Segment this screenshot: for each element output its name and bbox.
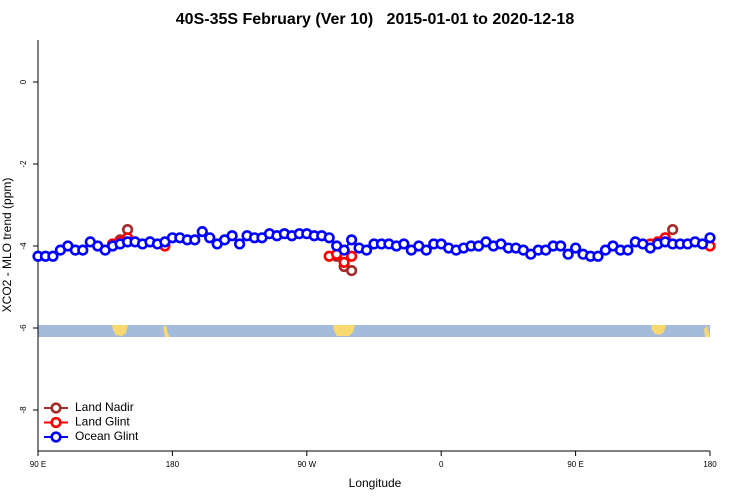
data-point (234, 238, 246, 250)
data-point (704, 232, 716, 244)
x-tick-label: 0 (439, 460, 444, 469)
data-point (360, 244, 373, 256)
data-point (196, 226, 208, 238)
data-point (204, 232, 216, 244)
legend-marker (50, 402, 62, 414)
data-point (398, 238, 410, 250)
y-tick-label: 0 (19, 79, 28, 84)
legend-label: Land Glint (75, 415, 130, 429)
data-point (346, 250, 358, 262)
data-point (338, 256, 350, 269)
chart-title: 40S-35S February (Ver 10) 2015-01-01 to … (176, 11, 575, 28)
legend-marker (50, 416, 62, 429)
data-point (323, 232, 335, 244)
data-point (338, 244, 350, 256)
y-axis-label: XCO2 - MLO trend (ppm) (0, 178, 14, 313)
data-point (667, 224, 679, 236)
data-point (555, 240, 567, 252)
y-tick-label: -6 (19, 324, 28, 332)
data-point (420, 244, 432, 256)
data-point (346, 234, 358, 246)
data-point (77, 244, 89, 256)
data-point (569, 242, 582, 254)
y-tick-label: -4 (19, 242, 28, 250)
data-point (226, 230, 238, 242)
data-point (562, 248, 574, 260)
x-axis-label: Longitude (349, 476, 402, 490)
data-point (696, 238, 709, 250)
x-tick-label: 180 (166, 460, 180, 469)
x-tick-label: 90 W (297, 460, 316, 469)
x-tick-label: 90 E (30, 460, 46, 469)
data-point (346, 265, 358, 277)
land-strip (38, 325, 710, 337)
y-tick-label: -8 (19, 406, 28, 414)
x-tick-label: 90 E (567, 460, 583, 469)
legend-label: Ocean Glint (75, 429, 139, 443)
data-point (592, 250, 604, 262)
y-tick-label: -2 (19, 160, 28, 168)
data-point (47, 250, 59, 262)
legend-marker (50, 431, 62, 443)
legend-label: Land Nadir (75, 400, 134, 414)
data-point (189, 234, 201, 246)
x-tick-label: 180 (703, 460, 717, 469)
data-point (622, 244, 634, 256)
